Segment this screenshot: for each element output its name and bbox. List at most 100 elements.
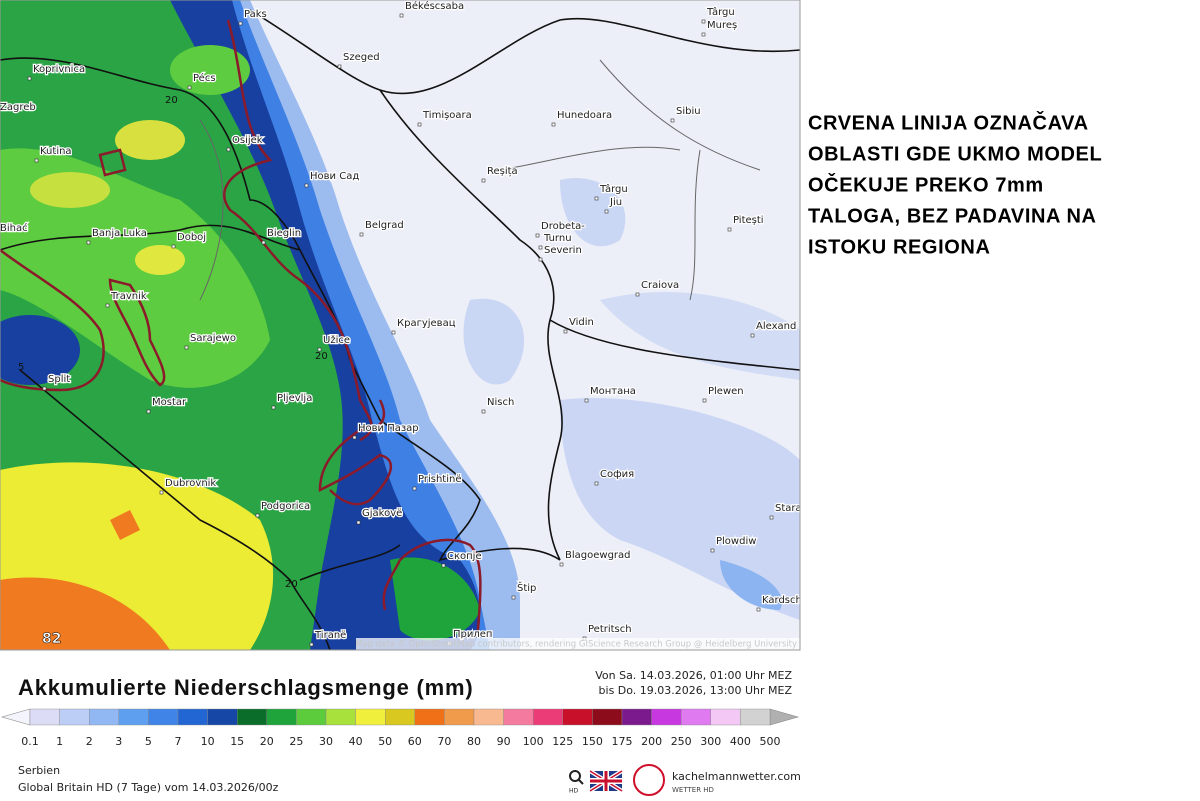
place-dot	[481, 178, 486, 183]
place-dot	[710, 548, 715, 553]
place-label: Dubrovnik	[165, 478, 216, 489]
place-dot	[769, 515, 774, 520]
date-to: bis Do. 19.03.2026, 13:00 Uhr MEZ	[599, 684, 793, 697]
search-label: HD	[569, 788, 579, 795]
place-label: Doboj	[177, 232, 206, 243]
place-dot	[701, 32, 706, 37]
place-dot	[226, 147, 231, 152]
place-label: Pécs	[193, 72, 216, 84]
place-label: Reșița	[487, 166, 518, 177]
legend-level: 125	[552, 735, 573, 748]
corner-value: 82	[42, 631, 61, 647]
place-label: Gjakovë	[362, 508, 402, 519]
place-label: Podgorica	[261, 501, 310, 512]
place-dot	[511, 595, 516, 600]
place-dot	[271, 405, 276, 410]
legend-level: 15	[230, 735, 244, 748]
legend-level: 175	[612, 735, 633, 748]
legend-swatch	[651, 708, 682, 726]
place-label: Nisch	[487, 397, 514, 408]
legend-swatch	[740, 708, 771, 726]
place-dot	[359, 232, 364, 237]
place-label: Târgu	[706, 6, 735, 18]
place-dot	[563, 329, 568, 334]
legend-level: 250	[671, 735, 692, 748]
place-label: Koprivnica	[33, 64, 85, 75]
place-label: Belgrad	[365, 220, 404, 231]
place-dot	[750, 333, 755, 338]
place-dot	[105, 303, 110, 308]
legend-swatch	[29, 708, 60, 726]
place-dot	[255, 513, 260, 518]
legend-level: 80	[467, 735, 481, 748]
legend-swatch	[118, 708, 149, 726]
place-label: Békéscsaba	[405, 0, 464, 12]
legend-level: 10	[201, 735, 215, 748]
place-dot	[412, 486, 417, 491]
legend-level: 7	[175, 735, 182, 748]
legend-swatch	[355, 708, 386, 726]
place-label: Szeged	[343, 52, 380, 63]
place-dot	[604, 209, 609, 214]
place-label: Štip	[517, 581, 536, 594]
place-dot	[34, 158, 39, 163]
place-label: Travnik	[110, 291, 147, 302]
legend-swatch	[296, 708, 327, 726]
place-label: Vidin	[569, 317, 594, 328]
legend-level: 5	[145, 735, 152, 748]
place-dot	[538, 245, 543, 250]
legend-level: 40	[349, 735, 363, 748]
place-dot	[756, 607, 761, 612]
legend-level: 400	[730, 735, 751, 748]
annotation-line: TALOGA, BEZ PADAVINA NA	[808, 205, 1097, 227]
place-dot	[42, 386, 47, 391]
legend-arrow	[769, 708, 800, 726]
place-dot	[535, 233, 540, 238]
place-label: Монтана	[590, 386, 636, 397]
legend-level: 60	[408, 735, 422, 748]
place-label: Mureș	[707, 20, 737, 31]
legend-swatch	[592, 708, 623, 726]
place-dot	[727, 227, 732, 232]
place-dot	[670, 118, 675, 123]
place-dot	[304, 183, 309, 188]
place-label: Banja Luka	[92, 228, 147, 239]
legend-title: Akkumulierte Niederschlagsmenge (mm)	[18, 675, 474, 700]
legend: Akkumulierte Niederschlagsmenge (mm) Von …	[0, 669, 801, 795]
place-dot	[635, 292, 640, 297]
place-label: Sarajewo	[190, 333, 236, 344]
place-dot	[538, 257, 543, 262]
legend-arrow	[0, 708, 31, 726]
annotation: CRVENA LINIJA OZNAČAVA OBLASTI GDE UKMO M…	[808, 110, 1102, 258]
legend-swatch	[562, 708, 593, 726]
legend-level: 3	[115, 735, 122, 748]
place-label: Tiranë	[314, 630, 346, 641]
place-label: Jiu	[609, 197, 622, 208]
place-label: Blagoewgrad	[565, 550, 631, 561]
date-from: Von Sa. 14.03.2026, 01:00 Uhr MEZ	[595, 669, 792, 682]
place-label: Paks	[244, 9, 267, 20]
logo-circle	[633, 764, 665, 796]
place-dot	[701, 19, 706, 24]
place-label: Plewen	[708, 386, 744, 397]
place-label: Sibiu	[676, 106, 701, 117]
place-dot	[551, 122, 556, 127]
legend-swatch	[88, 708, 119, 726]
place-dot	[309, 642, 314, 647]
legend-swatch	[503, 708, 534, 726]
legend-level: 1	[56, 735, 63, 748]
annotation-line: OČEKUJE PREKO 7mm	[808, 172, 1044, 196]
place-dot	[594, 196, 599, 201]
place-dot	[584, 398, 589, 403]
place-label: Užice	[323, 334, 350, 346]
contour-label: 20	[285, 579, 298, 590]
place-label: Petritsch	[588, 624, 632, 635]
place-label: Bihać	[0, 222, 28, 234]
legend-level: 500	[760, 735, 781, 748]
place-dot	[594, 481, 599, 486]
region: Serbien	[18, 764, 60, 777]
legend-swatch	[177, 708, 208, 726]
place-label: Stara	[775, 503, 802, 514]
